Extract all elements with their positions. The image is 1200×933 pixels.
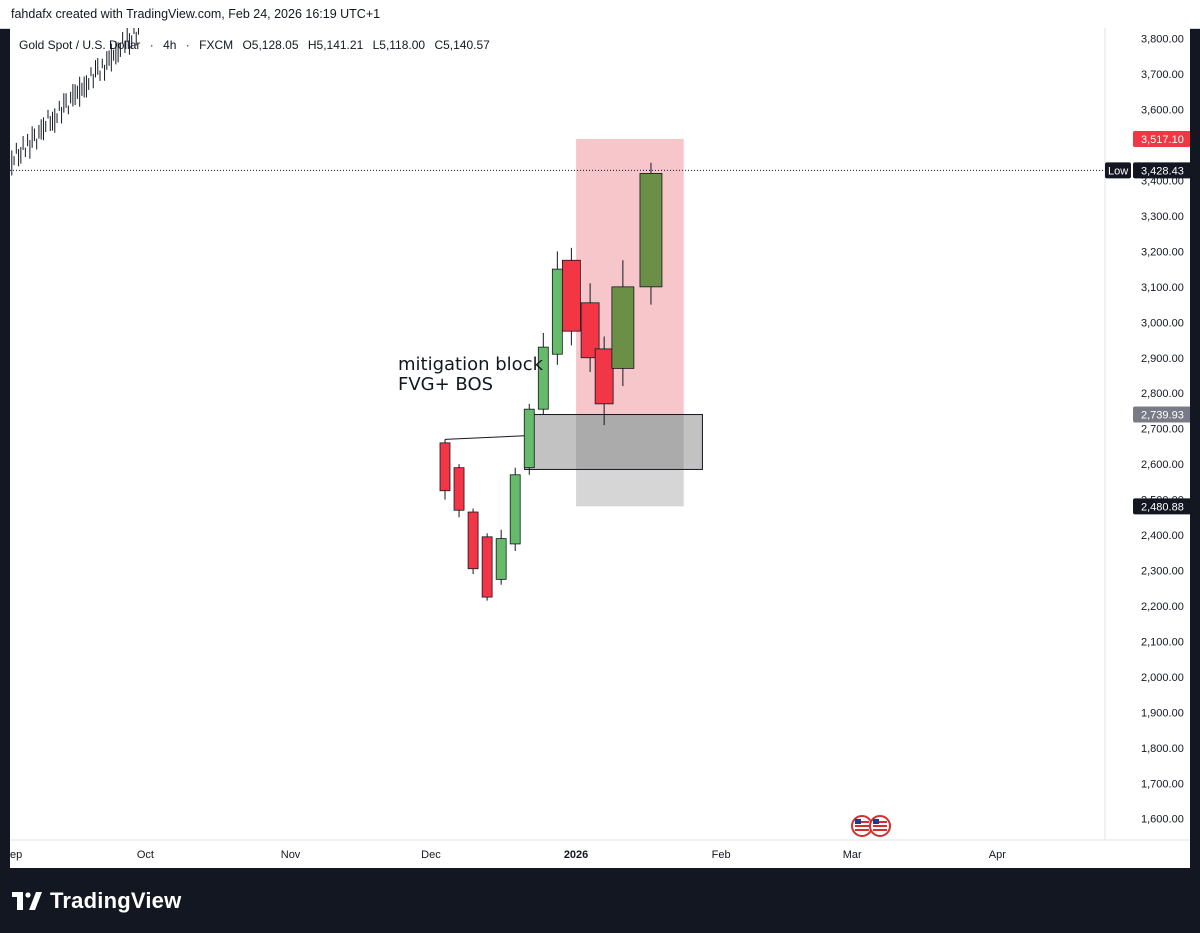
candle-body[interactable] (523, 408, 535, 469)
history-candles (10, 28, 139, 176)
price-tick-label: 2,300.00 (1141, 566, 1184, 578)
level-tag-label: Low (1108, 165, 1128, 177)
price-tick-label: 2,400.00 (1141, 530, 1184, 542)
time-tick-label: Mar (843, 849, 862, 861)
brand-name: TradingView (50, 888, 182, 913)
price-tick-label: 1,600.00 (1141, 814, 1184, 826)
candle-body[interactable] (580, 302, 600, 359)
price-tick-label: 1,900.00 (1141, 707, 1184, 719)
candle-body[interactable] (611, 286, 635, 369)
price-badge (1133, 162, 1190, 179)
candle-body[interactable] (495, 538, 507, 580)
legend-high: H5,141.21 (307, 38, 364, 52)
legend-close: C5,140.57 (434, 38, 490, 52)
price-tick-label: 2,900.00 (1141, 353, 1184, 365)
price-badge-label: 2,480.88 (1141, 501, 1184, 513)
price-tick-label: 3,400.00 (1141, 175, 1184, 187)
price-tick-label: 2,100.00 (1141, 636, 1184, 648)
us-flag-icon[interactable] (869, 815, 891, 837)
legend-symbol: Gold Spot / U.S. Dollar (19, 38, 141, 52)
stop-zone[interactable] (576, 414, 684, 507)
price-tick-label: 3,200.00 (1141, 246, 1184, 258)
annotation-line2[interactable]: FVG+ BOS (398, 374, 493, 395)
candle-body[interactable] (551, 268, 563, 355)
time-tick-label: Nov (281, 849, 301, 861)
legend-open: O5,128.05 (242, 38, 299, 52)
time-tick-label: Oct (137, 849, 154, 861)
time-tick-label: ep (10, 849, 22, 861)
candle-body[interactable] (509, 474, 521, 545)
price-badge-label: 2,739.93 (1141, 410, 1184, 422)
chart-legend: Gold Spot / U.S. Dollar · 4h · FXCM O5,1… (19, 38, 496, 52)
candle-body[interactable] (453, 467, 465, 511)
time-tick-label: Feb (712, 849, 731, 861)
candle-body[interactable] (439, 442, 451, 492)
ray-line[interactable] (444, 435, 525, 440)
time-tick-label: Apr (989, 849, 1006, 861)
price-badge (1133, 406, 1190, 423)
price-tick-label: 3,600.00 (1141, 105, 1184, 117)
chart-area[interactable]: mitigation block FVG+ BOS 1,600.00 1,700.00… (10, 28, 1190, 868)
price-badge (1133, 130, 1190, 147)
candle-body[interactable] (537, 346, 549, 410)
credit-text: fahdafx created with TradingView.com, Fe… (11, 7, 381, 21)
candle-body[interactable] (467, 511, 479, 570)
time-tick-label: Dec (421, 849, 441, 861)
price-tick-label: 2,700.00 (1141, 424, 1184, 436)
price-tick-label: 3,000.00 (1141, 317, 1184, 329)
top-bar: fahdafx created with TradingView.com, Fe… (0, 0, 1200, 29)
price-badge-label: 3,517.10 (1141, 134, 1184, 146)
legend-low: L5,118.00 (372, 38, 426, 52)
candle-body[interactable] (639, 172, 663, 288)
annotation-line1[interactable]: mitigation block (398, 354, 544, 375)
price-tick-label: 2,200.00 (1141, 601, 1184, 613)
mitigation-block[interactable] (524, 414, 703, 470)
footer-bar: TradingView (0, 868, 1200, 933)
price-tick-label: 1,800.00 (1141, 743, 1184, 755)
time-tick-label: 2026 (564, 849, 588, 861)
level-tag (1105, 162, 1131, 179)
price-tick-label: 2,600.00 (1141, 459, 1184, 471)
tradingview-logo-icon (12, 892, 42, 910)
price-tick-label: 3,700.00 (1141, 69, 1184, 81)
candle-body[interactable] (481, 536, 493, 598)
price-tick-label: 2,000.00 (1141, 672, 1184, 684)
legend-separator: · (185, 38, 190, 52)
candle-body[interactable] (594, 348, 614, 405)
price-tick-label: 3,100.00 (1141, 282, 1184, 294)
price-tick-label: 1,700.00 (1141, 778, 1184, 790)
target-zone[interactable] (576, 138, 684, 415)
price-badge (1133, 498, 1190, 515)
candle-body[interactable] (561, 259, 581, 332)
legend-source: FXCM (199, 38, 234, 52)
price-tick-label: 2,800.00 (1141, 388, 1184, 400)
legend-interval: 4h (163, 38, 177, 52)
price-tick-label: 3,300.00 (1141, 211, 1184, 223)
price-badge-label: 3,428.43 (1141, 165, 1184, 177)
price-tick-label: 3,800.00 (1141, 34, 1184, 46)
brand[interactable]: TradingView (12, 888, 181, 914)
legend-separator: · (149, 38, 154, 52)
